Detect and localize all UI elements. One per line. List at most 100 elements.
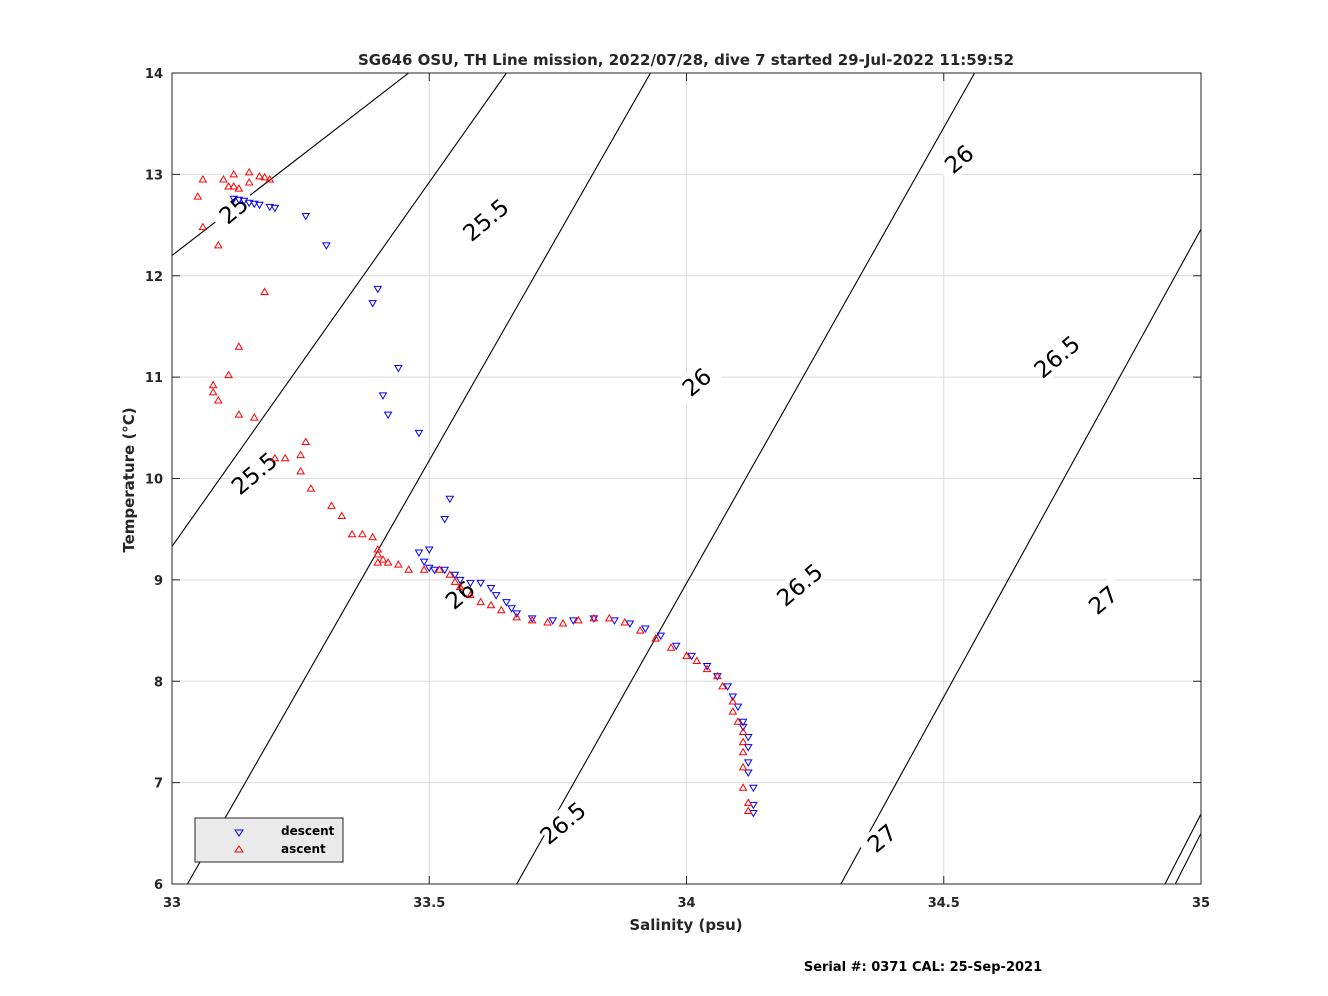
descent-point [486, 584, 496, 593]
descent-point [394, 365, 403, 373]
ascent-point [682, 651, 691, 659]
legend: descent ascent [194, 817, 344, 863]
descent-point [507, 605, 516, 613]
y-tick-label: 6 [154, 878, 163, 893]
isopycnal-line [516, 73, 976, 884]
ascent-point [234, 410, 244, 418]
ascent-point [512, 612, 522, 621]
descent-point [687, 652, 697, 661]
isopycnal-line [172, 73, 507, 547]
ascent-point [666, 643, 676, 651]
y-tick-label: 12 [145, 270, 163, 285]
contour-label-bg [856, 814, 908, 863]
descent-point [743, 744, 753, 752]
x-tick-label: 35 [1192, 896, 1210, 911]
isopycnal-line [186, 73, 651, 884]
descent-point [424, 546, 434, 554]
descent-point [728, 693, 738, 701]
y-tick-label: 14 [145, 67, 163, 82]
descent-point [378, 392, 388, 400]
ascent-point [327, 501, 336, 509]
descent-point [738, 723, 748, 732]
descent-point [656, 632, 666, 641]
ascent-point [208, 380, 218, 389]
ascent-point [712, 671, 722, 680]
descent-point [445, 495, 455, 504]
ascent-point [496, 605, 506, 614]
legend-ascent-marker [234, 845, 244, 853]
ascent-point [234, 184, 244, 192]
descent-point [440, 516, 450, 524]
y-tick-label: 8 [154, 675, 163, 690]
x-tick-label: 34.5 [928, 896, 960, 911]
isopycnal-line [1174, 833, 1201, 884]
y-tick-label: 9 [154, 574, 163, 589]
ascent-point [476, 597, 486, 606]
descent-point [502, 599, 511, 607]
ascent-point [620, 617, 630, 626]
ascent-point [738, 783, 748, 791]
contour-label-bg [229, 449, 280, 498]
descent-point [733, 703, 743, 712]
descent-point [265, 203, 275, 212]
descent-point [749, 784, 758, 793]
ascent-point [296, 450, 305, 459]
descent-point [589, 615, 599, 623]
descent-point [548, 617, 558, 625]
contour-label-bg [1078, 576, 1129, 625]
chart-title: SG646 OSU, TH Line mission, 2022/07/28, … [358, 51, 1014, 69]
ascent-point [198, 174, 208, 183]
descent-point [702, 663, 712, 671]
descent-point [414, 549, 424, 557]
ascent-point [450, 577, 460, 585]
ascent-point [306, 484, 316, 492]
ascent-point [347, 529, 357, 538]
contour-label-bg [1031, 332, 1083, 381]
descent-point [255, 201, 264, 210]
ascent-point [733, 717, 743, 725]
ascent-point [229, 182, 239, 190]
serial-cal-footer: Serial #: 0371 CAL: 25-Sep-2021 [804, 960, 1042, 975]
ascent-point [435, 565, 444, 573]
legend-ascent-label: ascent [281, 842, 326, 856]
isopycnal-line [1164, 813, 1201, 884]
ascent-point [249, 413, 259, 421]
descent-point [430, 566, 439, 575]
ascent-point [743, 798, 753, 806]
ascent-point [738, 737, 748, 746]
descent-point [244, 199, 254, 208]
ascent-point [224, 370, 233, 379]
ascent-point [404, 565, 414, 573]
ascent-point [574, 615, 583, 624]
descent-point [373, 285, 383, 294]
y-tick-label: 7 [154, 777, 163, 792]
descent-point [527, 615, 537, 623]
ascent-point [368, 532, 378, 541]
descent-point [229, 195, 239, 204]
ascent-point [337, 511, 347, 520]
ascent-point [260, 172, 269, 181]
descent-point [368, 300, 378, 308]
descent-point [743, 759, 753, 767]
x-tick-label: 34 [677, 896, 695, 911]
descent-point [270, 204, 280, 213]
contour-label-bg [537, 799, 589, 848]
ascent-point [383, 558, 393, 566]
ascent-point [208, 387, 218, 396]
ascent-point [394, 560, 403, 568]
descent-point [234, 196, 244, 205]
ascent-point [270, 453, 280, 462]
descent-point [383, 411, 393, 420]
ascent-point [219, 174, 228, 183]
ascent-point [193, 192, 203, 200]
ascent-point [301, 437, 311, 446]
descent-point [419, 558, 429, 567]
ascent-point [527, 615, 537, 624]
ascent-point [373, 550, 383, 558]
ascent-point [486, 600, 496, 609]
ascent-point [265, 174, 275, 183]
descent-point [440, 566, 450, 575]
descent-point [568, 617, 578, 625]
